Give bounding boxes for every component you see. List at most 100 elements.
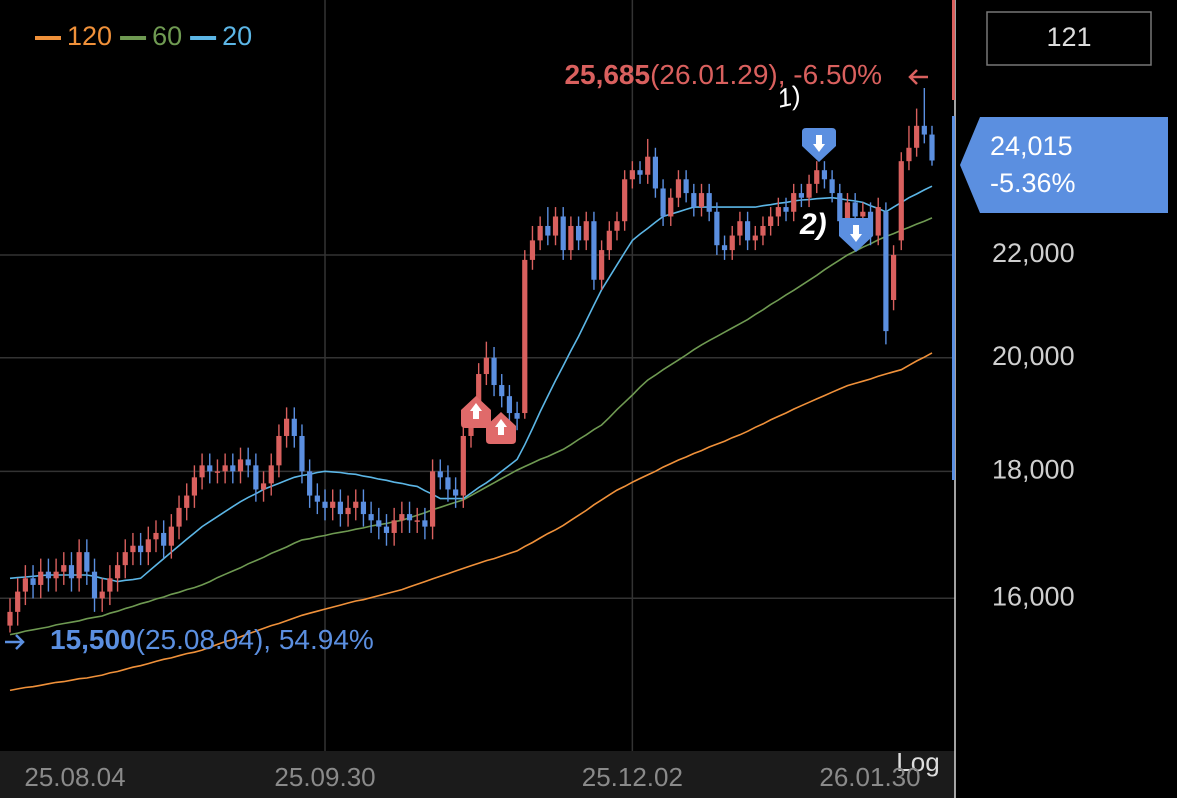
y-tick-label: 18,000 xyxy=(992,454,1075,484)
candle-body xyxy=(99,591,105,599)
candle-body xyxy=(22,578,28,592)
max-detail: (26.01.29), -6.50% xyxy=(650,59,882,90)
candle-body xyxy=(737,221,743,236)
candle-body xyxy=(422,520,428,527)
candle-body xyxy=(929,134,935,161)
sell-signal xyxy=(839,218,873,252)
candle-body xyxy=(906,147,912,162)
candle-body xyxy=(522,259,528,414)
candle-body xyxy=(237,459,244,472)
candle-body xyxy=(222,465,228,472)
candle-body xyxy=(376,520,382,527)
max-annotation: 25,685(26.01.29), -6.50% xyxy=(564,59,882,90)
candle-body xyxy=(345,507,351,515)
candle-body xyxy=(675,179,682,198)
candle-body xyxy=(898,161,904,241)
candle-body xyxy=(499,385,505,397)
candle-body xyxy=(698,193,705,208)
count-box[interactable] xyxy=(986,11,1152,66)
candle-body xyxy=(691,193,697,208)
range-indicator xyxy=(952,0,955,100)
candle-body xyxy=(145,539,151,553)
candle-body xyxy=(30,578,36,585)
candle-body xyxy=(852,202,858,217)
candle-body xyxy=(122,552,128,566)
candle-body xyxy=(729,235,735,251)
candle-body xyxy=(330,501,336,508)
candle-body xyxy=(214,471,221,473)
min-annotation: 15,500(25.08.04), 54.94% xyxy=(50,624,374,655)
candle-body xyxy=(291,418,297,436)
candle-body xyxy=(660,188,666,217)
candle-body xyxy=(391,520,397,533)
candle-body xyxy=(883,211,889,332)
candle-body xyxy=(575,225,582,241)
candle-body xyxy=(768,216,774,226)
candle-body xyxy=(437,471,443,478)
candle-body xyxy=(460,435,466,496)
candles xyxy=(7,88,935,633)
candle-body xyxy=(775,207,781,217)
candle-body xyxy=(860,211,866,217)
candle-body xyxy=(706,193,712,212)
y-tick-label: 16,000 xyxy=(992,581,1075,611)
legend: 120 60 20 xyxy=(35,21,252,51)
candle-body xyxy=(599,250,605,280)
candle-body xyxy=(168,526,174,546)
candle-body xyxy=(260,483,267,490)
candle-count: 121 xyxy=(1046,22,1091,52)
candle-body xyxy=(307,471,313,496)
candle-body xyxy=(914,125,920,148)
handwritten-note: 2) xyxy=(799,208,827,241)
candle-body xyxy=(668,197,674,217)
candle-body xyxy=(453,489,459,496)
candle-body xyxy=(276,435,282,466)
candle-body xyxy=(406,514,413,521)
candle-body xyxy=(45,571,52,579)
y-tick-label: 20,000 xyxy=(992,341,1075,371)
candle-body xyxy=(752,235,758,241)
candle-body xyxy=(230,465,236,472)
candle-body xyxy=(161,532,167,546)
candle-body xyxy=(683,179,689,194)
min-value: 15,500 xyxy=(50,624,136,655)
x-axis-strip xyxy=(0,751,955,798)
candle-body xyxy=(545,225,551,236)
candle-body xyxy=(837,193,843,222)
candle-body xyxy=(184,495,190,508)
candle-body xyxy=(383,526,390,533)
scale-label[interactable]: Log xyxy=(896,747,939,777)
range-indicator xyxy=(952,116,955,480)
candle-body xyxy=(921,125,927,135)
candle-body xyxy=(360,501,367,515)
candle-body xyxy=(322,501,328,508)
candle-body xyxy=(91,571,98,599)
candle-body xyxy=(253,465,259,490)
candle-body xyxy=(806,183,812,198)
candle-body xyxy=(429,471,436,527)
min-arrow xyxy=(5,634,25,650)
candle-body xyxy=(414,520,420,522)
candle-body xyxy=(337,501,343,515)
candle-body xyxy=(552,216,559,236)
candle-body xyxy=(645,156,651,175)
candle-body xyxy=(114,565,121,579)
candle-body xyxy=(583,221,589,241)
candle-body xyxy=(798,193,804,198)
candle-body xyxy=(399,514,405,521)
candle-body xyxy=(606,230,612,251)
candle-body xyxy=(15,591,21,612)
candle-body xyxy=(284,418,290,436)
x-tick-label: 25.12.02 xyxy=(582,762,683,792)
x-tick-label: 26.01.30 xyxy=(819,762,920,792)
candle-body xyxy=(529,240,536,260)
last-change: -5.36% xyxy=(990,168,1076,198)
y-axis: 16,000 18,000 20,000 22,000 xyxy=(992,238,1075,611)
x-tick-label: 25.08.04 xyxy=(24,762,125,792)
candle-body xyxy=(814,170,820,184)
candle-body xyxy=(506,396,513,414)
candle-body xyxy=(760,225,766,236)
candle-body xyxy=(199,465,205,478)
candle-body xyxy=(245,459,251,466)
